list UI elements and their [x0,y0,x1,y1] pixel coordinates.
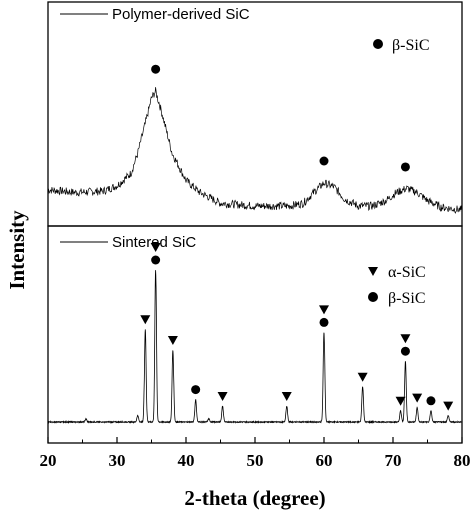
bottom-phase-keys: α-SiC β-SiC [368,264,426,307]
beta-sic-circle-key [368,292,378,302]
beta-sic-circle-key [373,39,383,49]
bottom-phase-key-alpha: α-SiC [388,264,426,281]
bottom-plot-frame [47,225,463,444]
sintered-sic-curve [47,270,463,424]
beta-sic-marker [319,317,329,327]
x-tick-label: 20 [40,451,57,470]
beta-sic-marker [400,162,410,172]
alpha-sic-marker [319,305,329,315]
x-tick-label: 40 [178,451,195,470]
alpha-sic-marker [281,392,292,401]
peak-markers [140,64,454,411]
x-tick-label: 50 [247,451,264,470]
beta-sic-marker [319,156,329,166]
x-tick-label: 30 [109,451,126,470]
alpha-sic-marker [217,392,228,401]
alpha-sic-marker [395,396,406,406]
x-tick-label: 70 [385,451,402,470]
beta-sic-marker [151,255,161,265]
data-curves [47,87,463,424]
top-series-label: Polymer-derived SiC [112,6,250,23]
alpha-sic-marker [140,315,151,325]
top-phase-key-label: β-SiC [392,37,429,54]
plot-frames [47,1,463,444]
top-phase-key: β-SiC [373,37,429,54]
x-axis-ticks: 20 30 40 50 60 70 80 [40,437,471,470]
polymer-derived-sic-curve [47,87,463,214]
alpha-sic-marker [150,243,161,252]
bottom-series-legend: Sintered SiC [60,234,196,251]
x-tick-label: 80 [454,451,471,470]
alpha-sic-marker [443,401,454,411]
beta-sic-marker [400,346,410,356]
beta-sic-marker [191,385,201,395]
alpha-sic-marker [412,393,423,403]
top-series-legend: Polymer-derived SiC [60,6,250,23]
alpha-sic-marker [357,372,368,382]
beta-sic-marker [151,64,161,74]
y-axis-title: Intensity [5,210,29,290]
alpha-sic-marker [400,334,411,344]
x-tick-label: 60 [316,451,333,470]
x-axis-title: 2-theta (degree) [184,486,325,510]
bottom-series-label: Sintered SiC [112,234,196,251]
alpha-sic-marker [167,336,178,345]
beta-sic-marker [426,396,436,406]
bottom-phase-key-beta: β-SiC [388,290,425,307]
alpha-sic-triangle-key [368,267,378,276]
